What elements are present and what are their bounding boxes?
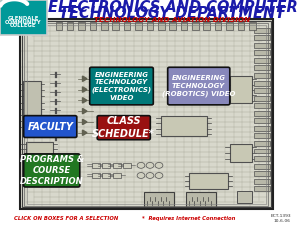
Bar <box>254 186 270 191</box>
Bar <box>254 73 270 78</box>
Text: ENGINEERING
TECHNOLOGY
(ELECTRONICS)
VIDEO: ENGINEERING TECHNOLOGY (ELECTRONICS) VID… <box>92 72 152 101</box>
Bar <box>20 19 273 209</box>
Bar <box>124 22 130 30</box>
Bar <box>254 103 270 108</box>
Bar <box>24 23 268 206</box>
Bar <box>254 148 270 153</box>
Bar <box>101 22 108 30</box>
Bar <box>160 116 207 136</box>
Bar <box>181 22 187 30</box>
Text: COMMUNITY: COMMUNITY <box>5 20 41 25</box>
Bar <box>254 96 270 101</box>
Bar <box>254 28 270 33</box>
Bar <box>112 22 119 30</box>
Polygon shape <box>82 98 87 103</box>
Bar <box>230 144 252 162</box>
Polygon shape <box>82 108 87 114</box>
Bar <box>254 141 270 146</box>
Polygon shape <box>82 76 87 81</box>
Bar <box>215 22 221 30</box>
Circle shape <box>137 173 145 178</box>
FancyBboxPatch shape <box>24 154 80 187</box>
Bar <box>27 25 266 204</box>
Bar <box>0 0 46 35</box>
Bar <box>203 22 210 30</box>
Bar <box>144 192 174 207</box>
Bar <box>147 22 153 30</box>
Bar <box>254 164 270 169</box>
Bar <box>22 21 271 207</box>
Bar <box>254 179 270 184</box>
Circle shape <box>155 162 163 168</box>
FancyBboxPatch shape <box>24 116 77 137</box>
Bar <box>92 173 100 178</box>
Bar <box>254 81 270 86</box>
Text: TECHNOLOGY DEPARTMENT: TECHNOLOGY DEPARTMENT <box>59 7 286 21</box>
Text: *  Requires Internet Connection: * Requires Internet Connection <box>142 216 236 221</box>
Bar <box>238 22 244 30</box>
Polygon shape <box>82 119 87 125</box>
Bar <box>92 163 100 168</box>
Bar <box>237 191 252 202</box>
Bar <box>192 22 199 30</box>
Polygon shape <box>82 130 87 135</box>
Polygon shape <box>82 87 87 92</box>
Bar <box>112 163 121 168</box>
Bar <box>186 192 216 207</box>
Text: ECT-1393
10-6-06: ECT-1393 10-6-06 <box>270 214 291 223</box>
Bar <box>123 163 131 168</box>
Bar <box>254 58 270 63</box>
Text: COLLEGE: COLLEGE <box>10 23 36 28</box>
Bar <box>254 171 270 176</box>
Bar <box>102 163 110 168</box>
Circle shape <box>146 162 154 168</box>
Circle shape <box>146 173 154 178</box>
Text: ELECTRONICS AND COMPUTER: ELECTRONICS AND COMPUTER <box>48 0 297 15</box>
Bar <box>254 43 270 48</box>
Bar <box>56 22 62 30</box>
Bar <box>254 88 270 93</box>
Bar <box>254 111 270 116</box>
Bar <box>254 118 270 123</box>
Circle shape <box>155 173 163 178</box>
Bar <box>102 173 110 178</box>
Bar <box>20 19 273 209</box>
FancyBboxPatch shape <box>97 116 150 140</box>
Text: CLICK ON BOXES FOR A SELECTION: CLICK ON BOXES FOR A SELECTION <box>14 216 118 221</box>
Bar <box>230 76 252 104</box>
Bar <box>254 35 270 40</box>
Bar <box>254 126 270 131</box>
Circle shape <box>137 162 145 168</box>
Bar <box>22 81 40 130</box>
Bar <box>254 50 270 55</box>
FancyBboxPatch shape <box>168 67 230 105</box>
Bar <box>226 22 233 30</box>
Bar <box>67 22 74 30</box>
FancyBboxPatch shape <box>90 67 153 105</box>
Bar <box>249 22 256 30</box>
Bar <box>254 133 270 138</box>
Bar <box>254 156 270 161</box>
Bar <box>26 142 52 162</box>
Bar <box>158 22 164 30</box>
Bar <box>135 22 142 30</box>
Text: FACULTY: FACULTY <box>27 122 73 132</box>
Bar <box>189 173 228 189</box>
Bar <box>90 22 96 30</box>
Bar <box>112 173 121 178</box>
Text: ENGINEERING
TECHNOLOGY
(ROBOTICS) VIDEO: ENGINEERING TECHNOLOGY (ROBOTICS) VIDEO <box>162 75 236 97</box>
Text: GLENDALE: GLENDALE <box>8 16 39 21</box>
Bar <box>254 65 270 70</box>
Text: TECHNOLOGY AND AVIATION DIVISION: TECHNOLOGY AND AVIATION DIVISION <box>94 17 250 23</box>
Text: CLASS
SCHEDULE*: CLASS SCHEDULE* <box>92 117 155 139</box>
Bar <box>169 22 176 30</box>
Bar <box>78 22 85 30</box>
Text: PROGRAMS &
COURSE
DESCRIPTION: PROGRAMS & COURSE DESCRIPTION <box>20 155 84 186</box>
